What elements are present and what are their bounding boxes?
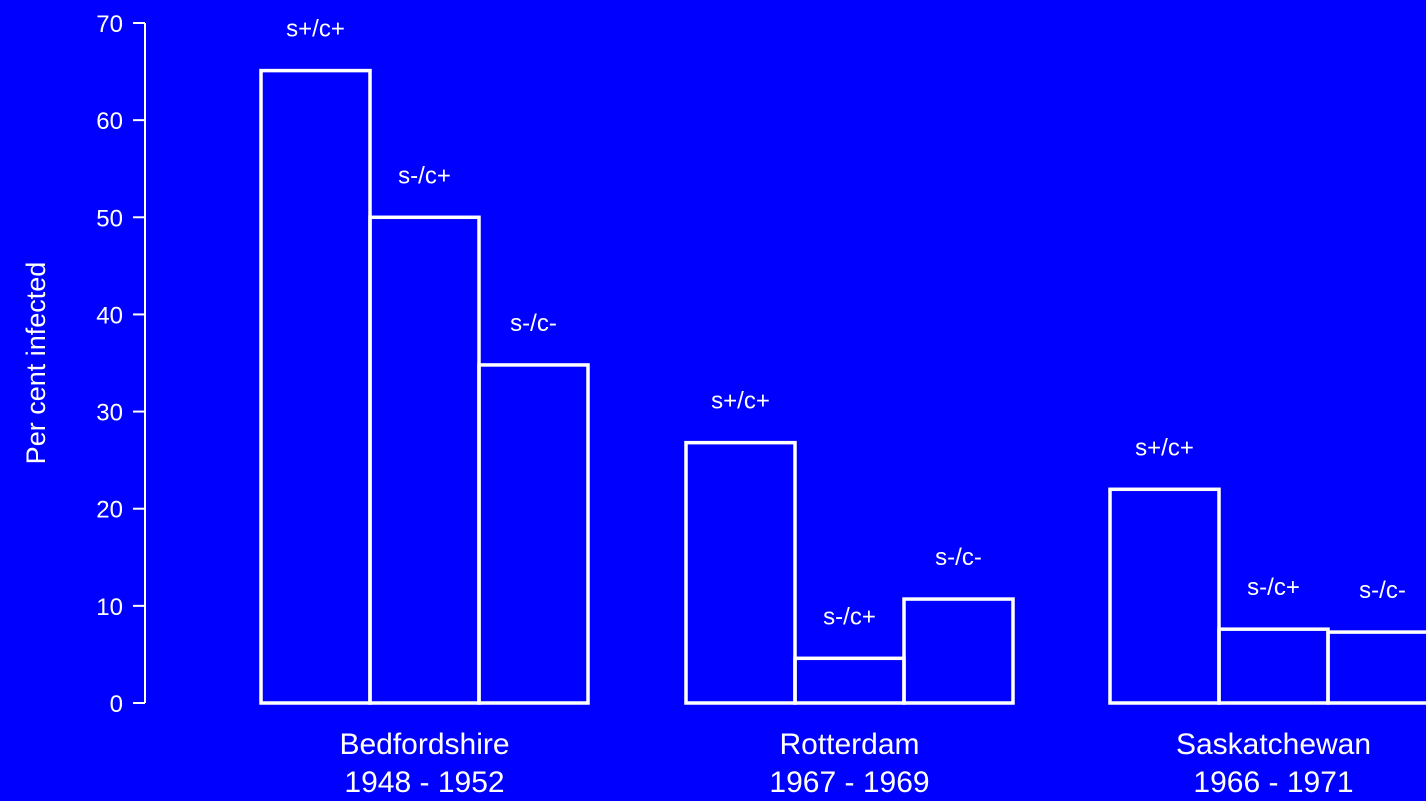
bar-label: s-/c- — [1359, 577, 1406, 604]
y-axis-label: Per cent infected — [21, 262, 51, 465]
bar-label: s-/c- — [935, 544, 982, 571]
category-period-label: 1948 - 1952 — [344, 766, 504, 799]
bar — [1108, 487, 1221, 705]
y-tick-label: 70 — [96, 11, 123, 38]
bar — [684, 440, 797, 705]
bar — [259, 68, 372, 705]
bar-group: s+/c+ s-/c+ s-/c- Bedfordshire 1948 - 1952 — [259, 16, 590, 799]
bar-label: s+/c+ — [286, 16, 345, 43]
y-tick-label: 10 — [96, 594, 123, 621]
category-label: Bedfordshire — [339, 728, 509, 761]
bar-label: s+/c+ — [711, 388, 770, 415]
y-tick-label: 40 — [96, 302, 123, 329]
bar-label: s+/c+ — [1135, 434, 1194, 461]
category-label: Rotterdam — [779, 728, 919, 761]
bar — [902, 597, 1015, 705]
bar — [368, 215, 481, 705]
bar — [1217, 627, 1330, 705]
bar-label: s-/c- — [510, 310, 557, 337]
category-period-label: 1966 - 1971 — [1193, 766, 1353, 799]
bar-label: s-/c+ — [823, 603, 876, 630]
bar — [1326, 630, 1426, 705]
y-axis: 0 10 20 30 40 50 60 70 — [96, 11, 146, 718]
y-tick-label: 0 — [110, 691, 123, 718]
bar-label: s-/c+ — [1247, 574, 1300, 601]
bar-label: s-/c+ — [398, 162, 451, 189]
y-tick-label: 30 — [96, 400, 123, 427]
category-label: Saskatchewan — [1176, 728, 1371, 761]
y-tick-label: 50 — [96, 205, 123, 232]
bar — [793, 656, 906, 705]
y-tick-label: 60 — [96, 108, 123, 135]
bar-group: s+/c+ s-/c+ s-/c- Saskatchewan 1966 - 1971 — [1108, 434, 1426, 799]
bar — [477, 363, 590, 705]
bar-group: s+/c+ s-/c+ s-/c- Rotterdam 1967 - 1969 — [684, 388, 1015, 799]
y-tick-label: 20 — [96, 497, 123, 524]
category-period-label: 1967 - 1969 — [769, 766, 929, 799]
